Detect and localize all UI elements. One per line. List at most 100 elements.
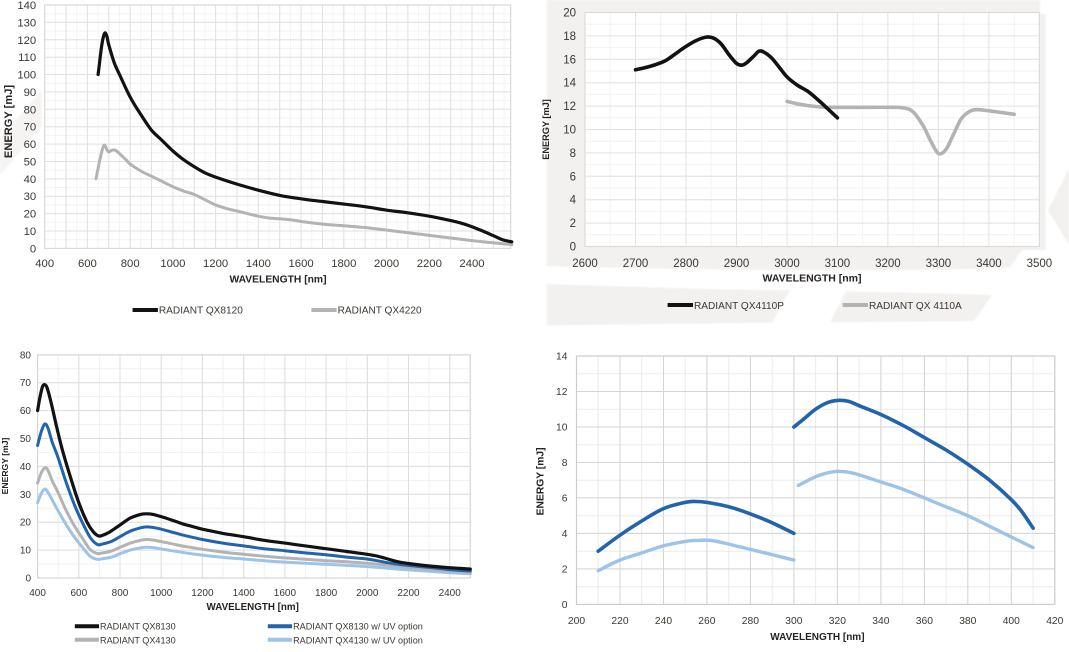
- svg-text:12: 12: [556, 387, 568, 398]
- svg-text:1600: 1600: [289, 258, 314, 270]
- svg-text:140: 140: [17, 0, 36, 12]
- svg-text:10: 10: [24, 226, 37, 238]
- svg-text:4: 4: [570, 195, 577, 207]
- svg-text:16: 16: [563, 54, 576, 66]
- svg-text:130: 130: [17, 17, 36, 29]
- svg-text:70: 70: [20, 378, 32, 389]
- svg-text:90: 90: [24, 87, 37, 99]
- svg-text:1800: 1800: [331, 258, 356, 270]
- svg-text:1200: 1200: [203, 258, 228, 270]
- svg-text:WAVELENGTH [nm]: WAVELENGTH [nm]: [207, 602, 299, 613]
- svg-text:240: 240: [655, 616, 672, 627]
- svg-text:8: 8: [562, 458, 568, 469]
- svg-text:6: 6: [570, 171, 576, 183]
- svg-text:340: 340: [872, 616, 889, 627]
- svg-text:4: 4: [562, 529, 568, 540]
- svg-text:20: 20: [20, 518, 32, 529]
- svg-text:30: 30: [20, 490, 32, 501]
- svg-text:300: 300: [785, 616, 802, 627]
- svg-text:18: 18: [563, 31, 576, 43]
- svg-text:600: 600: [78, 258, 97, 270]
- svg-text:ENERGY [mJ]: ENERGY [mJ]: [541, 99, 551, 160]
- svg-text:0: 0: [570, 242, 576, 254]
- svg-text:14: 14: [563, 78, 576, 90]
- svg-text:2400: 2400: [439, 588, 462, 599]
- svg-text:3300: 3300: [926, 258, 952, 270]
- svg-text:ENERGY [mJ]: ENERGY [mJ]: [3, 85, 15, 158]
- svg-text:WAVELENGTH [nm]: WAVELENGTH [nm]: [770, 632, 864, 643]
- svg-text:RADIANT QX4110P: RADIANT QX4110P: [694, 301, 784, 312]
- svg-text:10: 10: [563, 125, 576, 137]
- svg-text:12: 12: [563, 101, 576, 113]
- svg-text:3400: 3400: [976, 258, 1002, 270]
- svg-text:ENERGY [mJ]: ENERGY [mJ]: [536, 447, 547, 515]
- svg-text:1400: 1400: [246, 258, 271, 270]
- svg-text:600: 600: [70, 588, 87, 599]
- svg-text:3000: 3000: [774, 258, 800, 270]
- svg-text:120: 120: [17, 35, 36, 47]
- svg-text:WAVELENGTH [nm]: WAVELENGTH [nm]: [229, 275, 326, 286]
- svg-text:280: 280: [742, 616, 759, 627]
- svg-text:80: 80: [20, 350, 32, 361]
- svg-text:40: 40: [20, 462, 32, 473]
- svg-text:2: 2: [570, 218, 576, 230]
- svg-text:RADIANT QX4220: RADIANT QX4220: [338, 306, 422, 317]
- svg-text:1000: 1000: [160, 258, 185, 270]
- svg-text:2400: 2400: [459, 258, 484, 270]
- svg-text:260: 260: [698, 616, 715, 627]
- svg-text:1600: 1600: [274, 588, 297, 599]
- svg-text:1800: 1800: [315, 588, 338, 599]
- svg-text:1400: 1400: [233, 588, 256, 599]
- svg-text:110: 110: [18, 52, 36, 64]
- svg-text:WAVELENGTH [nm]: WAVELENGTH [nm]: [763, 273, 862, 285]
- svg-text:2700: 2700: [623, 258, 649, 270]
- svg-text:8: 8: [570, 148, 576, 160]
- svg-text:RADIANT QX8130 w/ UV option: RADIANT QX8130 w/ UV option: [293, 622, 423, 632]
- svg-text:20: 20: [24, 209, 37, 221]
- svg-text:30: 30: [24, 191, 37, 203]
- svg-text:1000: 1000: [150, 588, 173, 599]
- svg-text:20: 20: [563, 8, 576, 20]
- svg-text:400: 400: [29, 588, 46, 599]
- svg-text:RADIANT QX4130 w/ UV option: RADIANT QX4130 w/ UV option: [293, 635, 423, 645]
- svg-text:380: 380: [959, 616, 976, 627]
- svg-text:RADIANT QX8120: RADIANT QX8120: [159, 306, 243, 317]
- svg-text:1200: 1200: [191, 588, 214, 599]
- svg-text:80: 80: [24, 104, 37, 116]
- svg-text:10: 10: [20, 546, 32, 557]
- svg-text:100: 100: [17, 70, 36, 82]
- svg-text:0: 0: [562, 600, 568, 611]
- svg-text:50: 50: [24, 157, 37, 169]
- svg-text:3200: 3200: [875, 258, 901, 270]
- svg-text:0: 0: [25, 574, 31, 585]
- svg-text:70: 70: [24, 122, 37, 134]
- svg-text:220: 220: [611, 616, 628, 627]
- svg-text:3500: 3500: [1027, 258, 1053, 270]
- svg-text:800: 800: [121, 258, 140, 270]
- svg-text:RADIANT QX4130: RADIANT QX4130: [100, 635, 176, 645]
- svg-text:2800: 2800: [673, 258, 699, 270]
- svg-text:40: 40: [24, 174, 37, 186]
- svg-text:0: 0: [30, 243, 36, 255]
- svg-text:400: 400: [1003, 616, 1020, 627]
- svg-text:3100: 3100: [825, 258, 851, 270]
- svg-text:50: 50: [20, 434, 32, 445]
- svg-text:2000: 2000: [374, 258, 399, 270]
- svg-text:2: 2: [562, 565, 568, 576]
- svg-text:60: 60: [24, 139, 37, 151]
- svg-text:360: 360: [916, 616, 933, 627]
- svg-text:2000: 2000: [356, 588, 379, 599]
- svg-text:RADIANT QX 4110A: RADIANT QX 4110A: [869, 301, 962, 312]
- svg-text:400: 400: [35, 258, 54, 270]
- svg-text:60: 60: [20, 406, 32, 417]
- svg-text:6: 6: [562, 494, 568, 505]
- svg-text:RADIANT QX8130: RADIANT QX8130: [100, 622, 176, 632]
- svg-text:420: 420: [1046, 616, 1063, 627]
- svg-text:2900: 2900: [724, 258, 750, 270]
- svg-text:14: 14: [556, 352, 568, 363]
- svg-text:200: 200: [568, 616, 585, 627]
- svg-text:2600: 2600: [572, 258, 598, 270]
- svg-text:800: 800: [112, 588, 129, 599]
- svg-text:320: 320: [829, 616, 846, 627]
- svg-text:ENERGY [mJ]: ENERGY [mJ]: [0, 438, 10, 495]
